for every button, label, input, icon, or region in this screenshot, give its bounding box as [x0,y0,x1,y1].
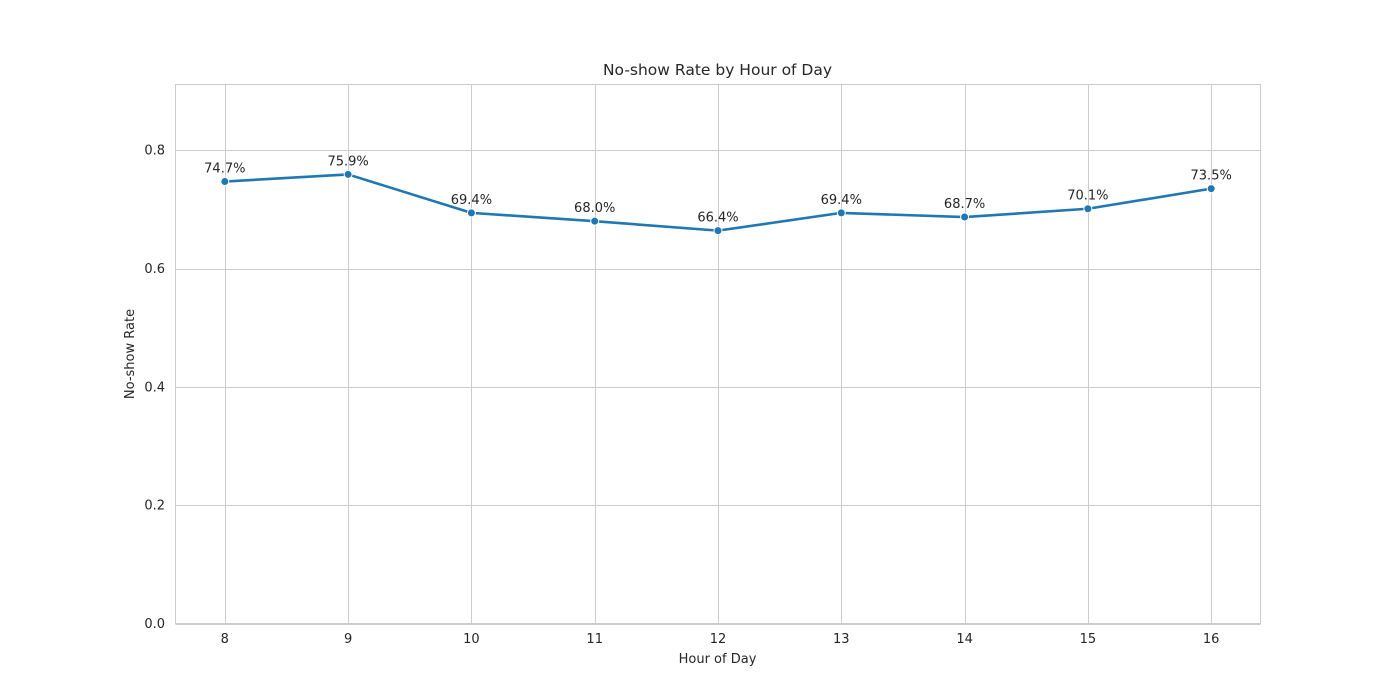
x-tick-label: 13 [833,632,850,647]
data-label: 68.0% [574,201,615,216]
x-tick-label: 9 [344,632,352,647]
data-point [343,169,353,179]
data-point [713,226,723,236]
tick-labels: 8 9 10 11 12 13 14 15 16 0.0 0.2 0.4 0.6 0.8 [144,144,1219,647]
data-point [220,177,230,187]
x-tick-label: 12 [710,632,727,647]
data-label: 75.9% [327,154,368,169]
data-label: 69.4% [821,193,862,208]
y-tick-label: 0.8 [144,144,165,159]
plot-frame [175,84,1261,624]
chart-title: No-show Rate by Hour of Day [603,61,832,79]
series-line: 74.7% 75.9% 69.4% 68.0% 66.4% 69.4% 68.7% 70.1%… [204,154,1232,236]
x-tick-label: 16 [1203,632,1220,647]
data-label: 70.1% [1067,189,1108,204]
data-point [466,208,476,218]
data-label: 69.4% [451,193,492,208]
y-axis-label: No-show Rate [123,309,138,399]
x-axis-label: Hour of Day [679,652,757,667]
data-point [590,216,600,226]
x-tick-label: 11 [586,632,603,647]
grid [175,84,1261,625]
y-tick-label: 0.2 [144,499,165,514]
y-tick-label: 0.4 [144,380,165,395]
data-label: 74.7% [204,162,245,177]
x-tick-label: 14 [956,632,973,647]
data-point [1206,184,1216,194]
data-label: 68.7% [944,197,985,212]
x-tick-label: 10 [463,632,480,647]
data-label: 66.4% [697,211,738,226]
y-tick-label: 0.0 [144,617,165,632]
x-tick-label: 15 [1080,632,1097,647]
data-point [836,208,846,218]
data-label: 73.5% [1191,169,1232,184]
y-tick-label: 0.6 [144,262,165,277]
x-tick-label: 8 [221,632,229,647]
data-point [960,212,970,222]
data-point [1083,204,1093,214]
